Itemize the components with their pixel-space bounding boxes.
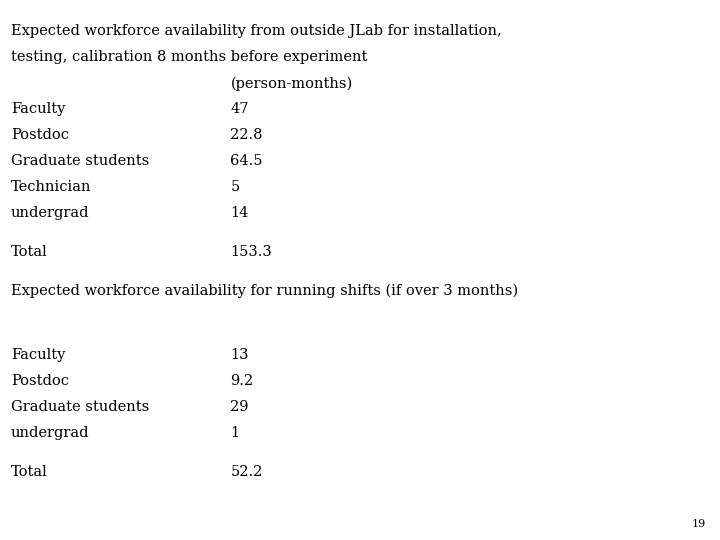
Text: (person-months): (person-months) bbox=[230, 76, 353, 91]
Text: Postdoc: Postdoc bbox=[11, 374, 69, 388]
Text: 13: 13 bbox=[230, 348, 249, 362]
Text: 29: 29 bbox=[230, 400, 249, 414]
Text: Faculty: Faculty bbox=[11, 102, 66, 116]
Text: Total: Total bbox=[11, 245, 48, 259]
Text: Technician: Technician bbox=[11, 180, 91, 194]
Text: undergrad: undergrad bbox=[11, 206, 89, 220]
Text: Faculty: Faculty bbox=[11, 348, 66, 362]
Text: Expected workforce availability for running shifts (if over 3 months): Expected workforce availability for runn… bbox=[11, 284, 518, 298]
Text: Total: Total bbox=[11, 465, 48, 479]
Text: testing, calibration 8 months before experiment: testing, calibration 8 months before exp… bbox=[11, 50, 367, 64]
Text: Postdoc: Postdoc bbox=[11, 128, 69, 142]
Text: Graduate students: Graduate students bbox=[11, 400, 149, 414]
Text: Expected workforce availability from outside JLab for installation,: Expected workforce availability from out… bbox=[11, 24, 502, 38]
Text: 14: 14 bbox=[230, 206, 249, 220]
Text: Graduate students: Graduate students bbox=[11, 154, 149, 168]
Text: 1: 1 bbox=[230, 426, 240, 440]
Text: 19: 19 bbox=[691, 519, 706, 529]
Text: 5: 5 bbox=[230, 180, 240, 194]
Text: undergrad: undergrad bbox=[11, 426, 89, 440]
Text: 153.3: 153.3 bbox=[230, 245, 272, 259]
Text: 52.2: 52.2 bbox=[230, 465, 263, 479]
Text: 22.8: 22.8 bbox=[230, 128, 263, 142]
Text: 9.2: 9.2 bbox=[230, 374, 253, 388]
Text: 47: 47 bbox=[230, 102, 249, 116]
Text: 64.5: 64.5 bbox=[230, 154, 263, 168]
